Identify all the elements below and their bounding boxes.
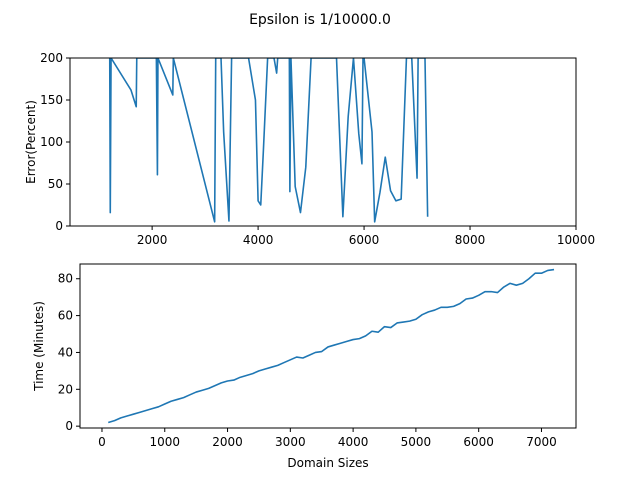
time-x-tick-label: 7000 <box>526 435 557 449</box>
time-x-tick-label: 6000 <box>463 435 494 449</box>
error-y-axis-label: Error(Percent) <box>24 100 38 184</box>
error-x-tick-label: 2000 <box>137 233 168 247</box>
time-y-axis-label: Time (Minutes) <box>32 301 46 392</box>
time-series-line <box>108 268 555 424</box>
time-y-tick-label: 0 <box>65 419 73 433</box>
error-series-line <box>108 58 429 223</box>
error-x-tick-label: 6000 <box>349 233 380 247</box>
error-y-tick-label: 0 <box>55 219 63 233</box>
time-x-tick-label: 3000 <box>275 435 306 449</box>
time-axes-frame <box>79 263 577 429</box>
time-x-axis-label: Domain Sizes <box>287 456 368 470</box>
error-y-tick-label: 200 <box>40 51 63 65</box>
time-x-tick-label: 4000 <box>338 435 369 449</box>
time-x-tick-label: 1000 <box>149 435 180 449</box>
time-y-tick-label: 80 <box>58 272 73 286</box>
time-y-tick-label: 20 <box>58 382 73 396</box>
time-panel: 0 1000 2000 3000 4000 5000 6000 7000 0 20 40 60 80 Ti… <box>32 263 577 470</box>
figure-title: Epsilon is 1/10000.0 <box>249 12 391 28</box>
error-y-tick-label: 50 <box>48 177 63 191</box>
error-x-tick-label: 10000 <box>557 233 595 247</box>
time-y-tick-label: 60 <box>58 309 73 323</box>
error-x-tick-label: 8000 <box>455 233 486 247</box>
error-y-tick-label: 150 <box>40 93 63 107</box>
error-panel: 2000 4000 6000 8000 10000 0 50 100 150 200 Error(P… <box>24 51 595 247</box>
time-y-tick-label: 40 <box>58 345 73 359</box>
time-x-tick-label: 0 <box>98 435 106 449</box>
error-x-tick-label: 4000 <box>243 233 274 247</box>
time-x-tick-label: 5000 <box>401 435 432 449</box>
error-y-tick-label: 100 <box>40 135 63 149</box>
time-x-tick-label: 2000 <box>212 435 243 449</box>
